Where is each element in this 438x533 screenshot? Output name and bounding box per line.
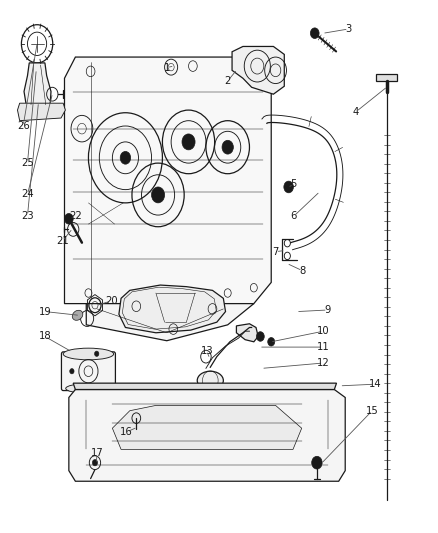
Text: 8: 8 — [300, 266, 306, 276]
Text: 20: 20 — [105, 296, 117, 306]
Circle shape — [95, 386, 99, 391]
Circle shape — [95, 351, 99, 357]
Circle shape — [256, 332, 264, 341]
Circle shape — [311, 28, 319, 38]
Polygon shape — [113, 406, 302, 449]
Polygon shape — [86, 304, 254, 341]
Circle shape — [284, 181, 293, 193]
Circle shape — [120, 151, 131, 164]
Ellipse shape — [72, 310, 83, 320]
Text: 12: 12 — [317, 358, 330, 368]
Text: 7: 7 — [272, 247, 279, 257]
Text: 11: 11 — [317, 342, 330, 352]
Circle shape — [182, 134, 195, 150]
Text: 25: 25 — [21, 158, 34, 167]
Text: 1: 1 — [163, 63, 170, 72]
Text: 16: 16 — [120, 427, 133, 437]
Polygon shape — [24, 63, 51, 113]
Text: 26: 26 — [17, 121, 29, 131]
Circle shape — [152, 187, 165, 203]
Text: 23: 23 — [21, 211, 34, 221]
Circle shape — [268, 337, 275, 346]
Polygon shape — [237, 324, 258, 342]
Ellipse shape — [63, 348, 114, 360]
Ellipse shape — [197, 371, 223, 390]
Ellipse shape — [66, 384, 111, 393]
Text: 4: 4 — [353, 107, 359, 117]
Polygon shape — [73, 383, 336, 390]
Circle shape — [70, 368, 74, 374]
Text: 3: 3 — [346, 24, 352, 34]
Polygon shape — [64, 57, 271, 304]
Text: 5: 5 — [291, 179, 297, 189]
FancyBboxPatch shape — [61, 352, 116, 391]
Polygon shape — [119, 285, 226, 333]
Text: 13: 13 — [201, 346, 213, 357]
Circle shape — [64, 214, 73, 224]
Text: 10: 10 — [317, 326, 330, 336]
Text: 19: 19 — [39, 306, 51, 317]
Text: 15: 15 — [366, 406, 378, 416]
Circle shape — [312, 456, 322, 469]
Polygon shape — [376, 74, 397, 81]
Polygon shape — [69, 390, 345, 481]
Text: 2: 2 — [225, 76, 231, 86]
Text: 9: 9 — [325, 305, 331, 315]
Circle shape — [92, 459, 98, 466]
Circle shape — [222, 140, 233, 154]
Text: 24: 24 — [21, 189, 34, 199]
Text: 21: 21 — [56, 236, 69, 246]
Polygon shape — [232, 46, 284, 94]
Text: 17: 17 — [91, 448, 103, 458]
Text: 14: 14 — [368, 379, 381, 389]
Text: 6: 6 — [291, 211, 297, 221]
Polygon shape — [18, 103, 65, 120]
Text: 22: 22 — [69, 211, 82, 221]
Text: 18: 18 — [39, 332, 51, 342]
